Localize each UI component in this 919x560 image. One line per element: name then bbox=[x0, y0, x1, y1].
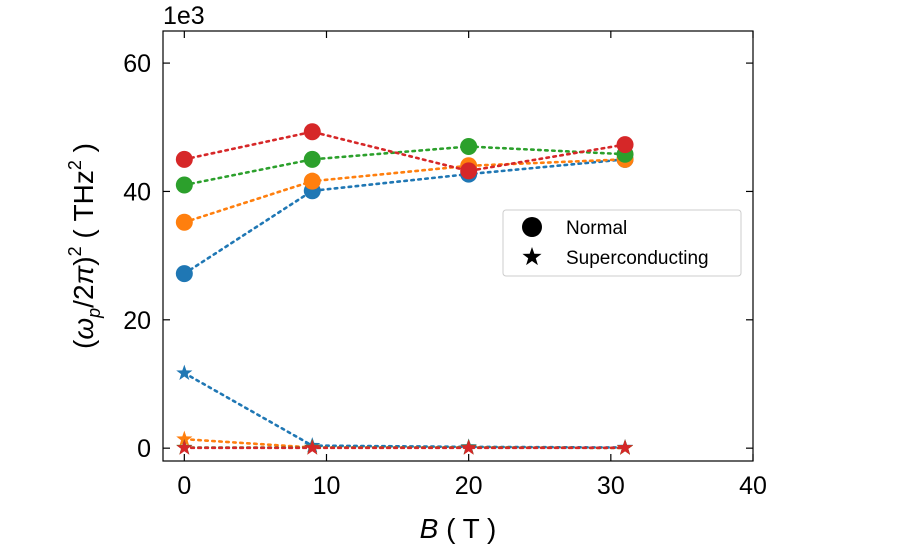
x-tick-label: 20 bbox=[455, 472, 483, 500]
normal-point bbox=[175, 176, 193, 194]
legend-circle-marker bbox=[522, 217, 542, 237]
legend-frame bbox=[502, 209, 742, 277]
x-tick-label: 0 bbox=[177, 472, 191, 500]
superconducting-point bbox=[176, 439, 193, 455]
normal-point bbox=[303, 172, 321, 190]
normal-point bbox=[460, 138, 478, 156]
normal-point bbox=[460, 162, 478, 180]
legend-star-marker bbox=[522, 247, 542, 266]
normal-point bbox=[175, 150, 193, 168]
legend: Normal Superconducting bbox=[502, 209, 742, 277]
legend-label-superconducting: Superconducting bbox=[566, 248, 709, 269]
normal-point bbox=[303, 150, 321, 168]
series-layer bbox=[175, 123, 634, 455]
series-line-1-normal bbox=[183, 158, 627, 224]
y-tick-label: 20 bbox=[123, 307, 151, 335]
plot-frame bbox=[162, 30, 754, 462]
series-line-0-superconducting bbox=[183, 371, 627, 449]
superconducting-point bbox=[176, 430, 193, 447]
y-tick-label: 40 bbox=[123, 178, 151, 206]
superconducting-point bbox=[460, 439, 477, 455]
superconducting-point bbox=[304, 439, 321, 455]
x-axis-label: B ( T ) bbox=[420, 513, 497, 544]
normal-point bbox=[175, 213, 193, 231]
x-tick-label: 10 bbox=[313, 472, 341, 500]
x-tick-label: 30 bbox=[597, 472, 625, 500]
y-tick-label: 60 bbox=[123, 50, 151, 78]
series-line-3-normal bbox=[183, 130, 627, 173]
y-tick-label: 0 bbox=[137, 435, 151, 463]
superconducting-point bbox=[616, 439, 634, 455]
y-axis-label: (ωp/2π)2 ( THz2 ) bbox=[65, 143, 104, 349]
series-line-0-normal bbox=[183, 158, 627, 275]
series-line-2-normal bbox=[183, 145, 627, 187]
legend-label-normal: Normal bbox=[566, 218, 627, 239]
normal-point bbox=[303, 123, 321, 141]
normal-point bbox=[616, 136, 634, 154]
superconducting-point bbox=[176, 364, 193, 380]
y-offset-text: 1e3 bbox=[163, 2, 205, 30]
x-tick-label: 40 bbox=[739, 472, 767, 500]
axis-ticks: 0 10 20 30 40 0 20 40 60 bbox=[123, 31, 767, 500]
normal-point bbox=[175, 265, 193, 283]
